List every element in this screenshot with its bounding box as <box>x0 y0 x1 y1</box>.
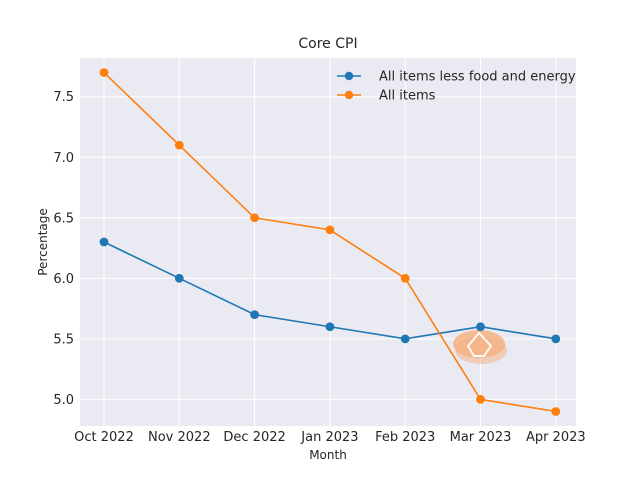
x-tick-label: Feb 2023 <box>375 430 435 445</box>
data-point-all-items <box>250 213 259 223</box>
legend-label-all-items: All items <box>379 89 436 104</box>
data-point-all-items <box>476 394 485 404</box>
x-tick-label: Nov 2022 <box>148 430 211 445</box>
x-tick-label: Oct 2022 <box>74 430 134 445</box>
data-point-all-items <box>174 140 184 150</box>
x-axis-label: Month <box>309 448 347 462</box>
legend-marker <box>344 90 354 100</box>
plot-area <box>80 58 576 426</box>
watermark-disc <box>453 330 505 358</box>
chart-title: Core CPI <box>298 36 357 52</box>
data-point-all-items <box>400 273 410 283</box>
data-point-all-items <box>325 225 335 235</box>
x-tick-label: Apr 2023 <box>526 430 586 445</box>
y-tick-label: 7.0 <box>53 151 74 166</box>
data-point-all-items <box>99 68 109 77</box>
legend-marker <box>344 71 354 81</box>
y-tick-label: 5.0 <box>53 393 74 408</box>
y-tick-label: 5.5 <box>53 332 74 347</box>
data-point-core-cpi <box>400 334 410 344</box>
data-point-core-cpi <box>551 334 561 344</box>
series-lines <box>99 68 561 416</box>
data-point-core-cpi <box>174 273 184 283</box>
x-tick-label: Mar 2023 <box>450 430 512 445</box>
y-tick-label: 7.5 <box>53 90 74 105</box>
data-point-core-cpi <box>476 322 485 332</box>
legend-label-all-items-less-food-and-energy: All items less food and energy <box>379 70 576 85</box>
data-point-all-items <box>551 407 561 416</box>
x-tick-label: Jan 2023 <box>300 430 358 445</box>
y-tick-label: 6.5 <box>53 211 74 226</box>
axes: Oct 2022 Nov 2022 Dec 2022 Jan 2023 Feb 2023… <box>53 90 585 445</box>
y-tick-label: 6.0 <box>53 272 74 287</box>
grid-lines <box>80 58 576 426</box>
legend: All items less food and energy All items <box>337 70 576 104</box>
data-point-core-cpi <box>99 237 109 247</box>
watermark-icon <box>453 330 507 364</box>
watermark-symbol <box>466 331 493 357</box>
x-tick-label: Dec 2022 <box>223 430 285 445</box>
data-point-core-cpi <box>250 310 259 320</box>
data-point-core-cpi <box>325 322 335 332</box>
y-axis-label: Percentage <box>36 208 50 276</box>
